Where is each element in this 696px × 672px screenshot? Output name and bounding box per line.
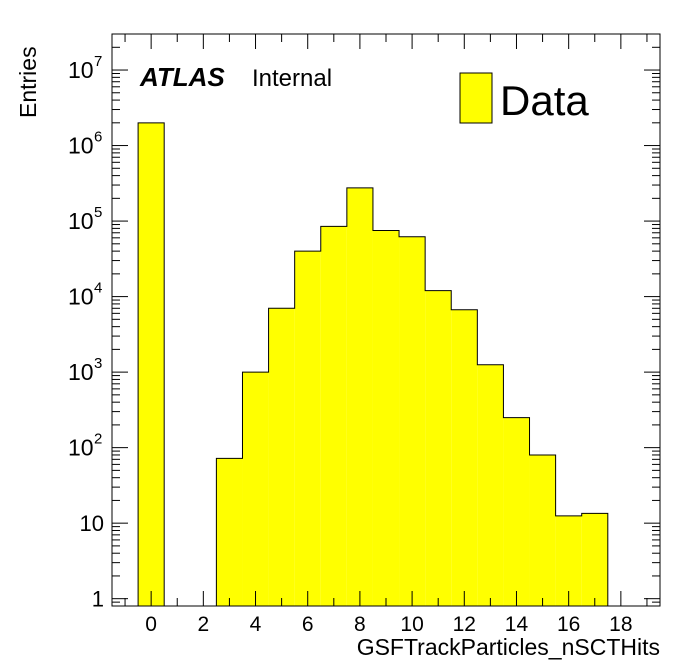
histogram-bin-7 <box>320 226 347 606</box>
x-tick-label: 18 <box>609 613 632 636</box>
histogram-bin-3 <box>216 458 243 606</box>
x-tick-label: 6 <box>302 613 314 636</box>
x-tick-label: 12 <box>453 613 476 636</box>
y-tick-label: 10 <box>68 57 94 83</box>
legend-label: Data <box>500 77 589 124</box>
histogram-bin-15 <box>529 454 556 606</box>
y-tick-label: 10 <box>68 359 94 385</box>
x-tick-label: 10 <box>400 613 423 636</box>
x-tick-label: 0 <box>145 613 157 636</box>
y-tick-label-exponent: 3 <box>94 355 102 372</box>
atlas-label: ATLAS <box>139 62 225 92</box>
y-tick-label: 10 <box>68 133 94 159</box>
y-tick-label: 10 <box>68 208 94 234</box>
histogram-bin-11 <box>425 290 452 606</box>
y-tick-label-exponent: 2 <box>94 431 102 448</box>
histogram-bin-16 <box>555 515 582 606</box>
histogram-bin-14 <box>503 417 530 606</box>
x-tick-label: 16 <box>557 613 580 636</box>
x-tick-labels: 0 2 4 6 8 10 12 14 16 18 <box>145 613 632 636</box>
internal-label: Internal <box>252 65 332 92</box>
y-tick-label: 10 <box>80 511 104 536</box>
legend-swatch <box>459 72 493 124</box>
x-tick-label: 2 <box>197 613 209 636</box>
histogram-bin-13 <box>477 364 504 606</box>
y-tick-label-exponent: 6 <box>94 129 102 146</box>
y-tick-label-exponent: 7 <box>94 53 102 70</box>
x-tick-label: 14 <box>505 613 529 636</box>
x-tick-label: 8 <box>354 613 366 636</box>
y-tick-label: 10 <box>68 284 94 310</box>
histogram-bin-8 <box>346 187 373 607</box>
histogram-bin-6 <box>294 251 321 606</box>
histogram-bin-9 <box>372 230 400 606</box>
histogram-bin-0 <box>138 122 165 607</box>
y-tick-label-exponent: 4 <box>94 280 102 297</box>
y-axis-label: Entries <box>15 46 41 118</box>
legend: Data <box>459 72 589 124</box>
x-axis-label: GSFTrackParticles_nSCTHits <box>357 634 660 660</box>
y-tick-label: 10 <box>68 435 94 461</box>
y-tick-label: 1 <box>92 587 104 612</box>
histogram-bin-4 <box>242 372 269 606</box>
histogram-outline <box>137 122 609 606</box>
histogram-bin-5 <box>268 308 295 606</box>
axis-ticks <box>112 33 660 607</box>
histogram-bin-17 <box>581 513 608 606</box>
y-tick-label-exponent: 5 <box>94 204 102 221</box>
histogram-bars <box>137 122 609 607</box>
x-tick-label: 4 <box>250 613 262 636</box>
histogram-bin-12 <box>451 309 478 606</box>
histogram-bin-10 <box>399 236 426 606</box>
